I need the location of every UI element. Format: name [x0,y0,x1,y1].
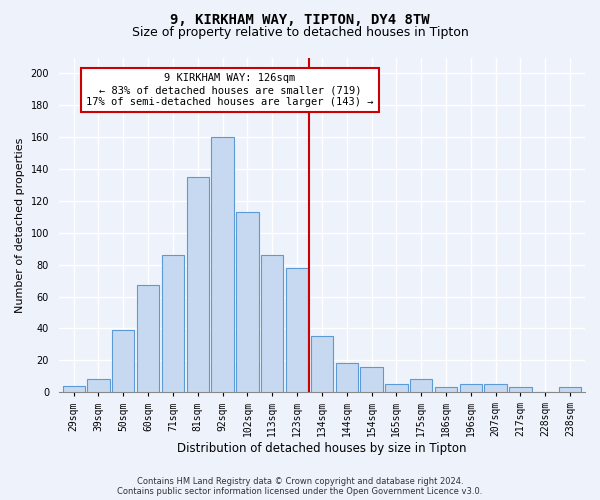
X-axis label: Distribution of detached houses by size in Tipton: Distribution of detached houses by size … [177,442,467,455]
Bar [62,386,85,392]
Bar [361,366,383,392]
Bar [559,388,581,392]
Bar [484,384,507,392]
Bar [435,388,457,392]
Bar [410,380,433,392]
Bar [335,364,358,392]
Text: 9 KIRKHAM WAY: 126sqm
← 83% of detached houses are smaller (719)
17% of semi-det: 9 KIRKHAM WAY: 126sqm ← 83% of detached … [86,74,374,106]
Bar [112,330,134,392]
Text: 9, KIRKHAM WAY, TIPTON, DY4 8TW: 9, KIRKHAM WAY, TIPTON, DY4 8TW [170,12,430,26]
Text: Contains HM Land Registry data © Crown copyright and database right 2024.
Contai: Contains HM Land Registry data © Crown c… [118,476,482,496]
Bar [286,268,308,392]
Bar [162,255,184,392]
Text: Size of property relative to detached houses in Tipton: Size of property relative to detached ho… [131,26,469,39]
Bar [311,336,333,392]
Bar [236,212,259,392]
Bar [187,177,209,392]
Bar [460,384,482,392]
Bar [385,384,407,392]
Bar [509,388,532,392]
Bar [211,137,234,392]
Y-axis label: Number of detached properties: Number of detached properties [15,137,25,312]
Bar [137,286,160,392]
Bar [261,255,283,392]
Bar [88,380,110,392]
